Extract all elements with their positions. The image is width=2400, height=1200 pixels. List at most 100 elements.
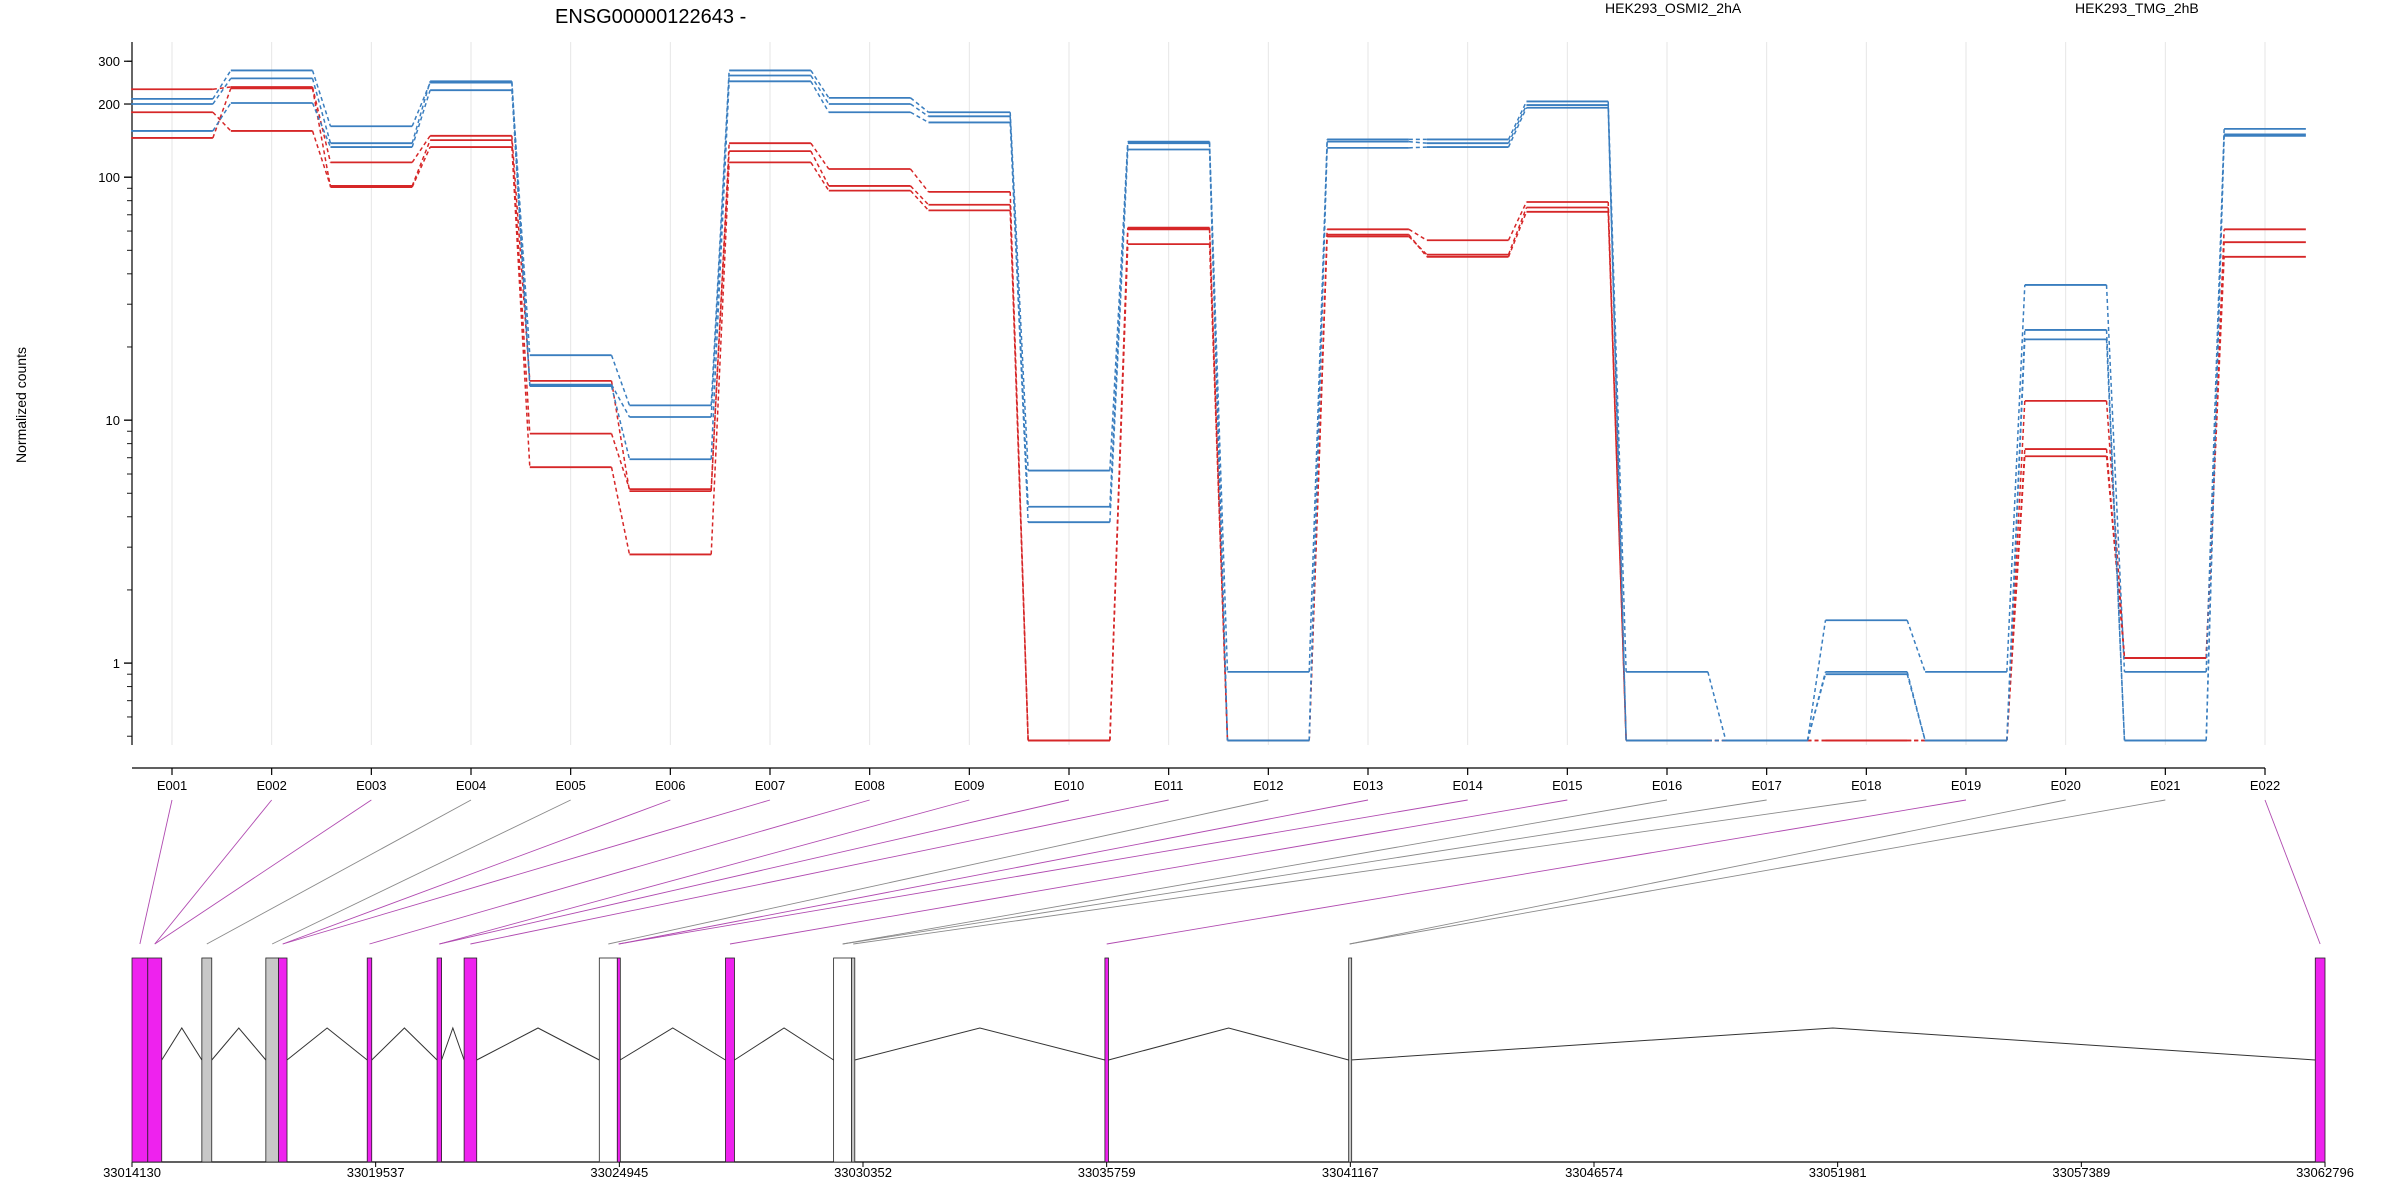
intron-E010 bbox=[619, 1027, 726, 1061]
series-0-link-E013 bbox=[1408, 228, 1428, 241]
series-4-link-E003 bbox=[411, 81, 431, 144]
series-5-link-E018 bbox=[1906, 673, 1926, 741]
y-tick-label-1: 1 bbox=[113, 656, 120, 671]
series-3-HEK293_TMG_2hB bbox=[131, 69, 2306, 742]
chart-title: ENSG00000122643 - bbox=[555, 6, 746, 28]
series-0-link-E003 bbox=[411, 135, 431, 163]
series-4-link-E014 bbox=[1507, 104, 1528, 144]
intron-E013 bbox=[854, 1027, 1106, 1061]
series-2-link-E013 bbox=[1408, 234, 1428, 258]
genomic-tick-label-33019537: 33019537 bbox=[347, 1165, 405, 1180]
series-4-link-E012 bbox=[1308, 141, 1328, 741]
series-layer bbox=[131, 69, 2306, 742]
connector-E015 bbox=[729, 799, 1568, 945]
series-5-link-E021 bbox=[2205, 135, 2225, 741]
connector-E014 bbox=[618, 799, 1468, 945]
genomic-tick-label-33057389: 33057389 bbox=[2052, 1165, 2110, 1180]
series-2-link-E004 bbox=[511, 147, 531, 468]
series-2-link-E020 bbox=[2105, 456, 2126, 658]
series-2-link-E007 bbox=[810, 162, 830, 192]
intron-E006 bbox=[371, 1027, 438, 1061]
connector-E008 bbox=[369, 799, 870, 945]
intron-E015 bbox=[1350, 1027, 2316, 1061]
series-2-link-E009 bbox=[1009, 210, 1029, 741]
axes: E001 E002 E003 E004 E005 E006 E007 E008 E009 E010… bbox=[98, 42, 2280, 793]
intron-E007 bbox=[441, 1026, 465, 1061]
series-3-link-E008 bbox=[910, 97, 929, 113]
connector-E001 bbox=[139, 799, 173, 945]
genomic-tick-label-33030352: 33030352 bbox=[834, 1165, 892, 1180]
genomic-tick-label-33024945: 33024945 bbox=[590, 1165, 648, 1180]
series-2-link-E010 bbox=[1109, 244, 1129, 741]
series-5-link-E010 bbox=[1109, 149, 1129, 523]
y-tick-label-10: 10 bbox=[106, 413, 120, 428]
series-5-HEK293_TMG_2hB bbox=[131, 80, 2306, 742]
series-5-link-E007 bbox=[810, 80, 830, 113]
x-tick-label-E010: E010 bbox=[1054, 778, 1084, 793]
connector-E019 bbox=[1106, 799, 1967, 945]
series-5-link-E014 bbox=[1507, 107, 1528, 148]
connector-E010 bbox=[439, 799, 1070, 945]
series-0-HEK293_OSMI2_2hA bbox=[131, 86, 2306, 742]
exon-box-E002 bbox=[147, 957, 163, 1163]
series-0-link-E014 bbox=[1507, 201, 1528, 241]
x-tick-label-E007: E007 bbox=[755, 778, 785, 793]
series-5-link-E003 bbox=[411, 89, 431, 148]
series-3-link-E018 bbox=[1906, 620, 1926, 673]
exon-box-E012 bbox=[833, 957, 853, 1163]
series-5-link-E015 bbox=[1607, 107, 1627, 741]
intron-E011 bbox=[734, 1027, 834, 1061]
connector-E020 bbox=[1349, 799, 2066, 945]
series-1-link-E001 bbox=[212, 111, 232, 132]
series-2-link-E019 bbox=[2006, 456, 2026, 741]
genomic-tick-label-33046574: 33046574 bbox=[1565, 1165, 1623, 1180]
series-3-link-E007 bbox=[810, 70, 830, 99]
connector-E011 bbox=[470, 799, 1169, 945]
x-tick-label-E016: E016 bbox=[1652, 778, 1682, 793]
genomic-tick-label-33062796: 33062796 bbox=[2296, 1165, 2354, 1180]
series-2-link-E003 bbox=[411, 146, 431, 188]
series-1-link-E002 bbox=[311, 130, 332, 187]
exon-box-E008 bbox=[463, 957, 478, 1163]
series-4-link-E001 bbox=[212, 77, 232, 105]
series-2-link-E012 bbox=[1308, 234, 1328, 741]
connector-E002 bbox=[154, 799, 273, 945]
series-4-link-E007 bbox=[810, 75, 830, 105]
genomic-tick-label-33035759: 33035759 bbox=[1078, 1165, 1136, 1180]
series-2-link-E008 bbox=[909, 190, 930, 211]
connector-E021 bbox=[1349, 799, 2166, 945]
genomic-tick-label-33041167: 33041167 bbox=[1322, 1165, 1379, 1180]
x-tick-label-E014: E014 bbox=[1452, 778, 1482, 793]
series-3-link-E002 bbox=[311, 70, 332, 127]
connector-E003 bbox=[154, 799, 372, 945]
exon-box-E005 bbox=[278, 957, 288, 1163]
genomic-tick-label-33014130: 33014130 bbox=[103, 1165, 161, 1180]
series-0-link-E005 bbox=[610, 380, 631, 492]
series-5-link-E008 bbox=[910, 111, 929, 124]
x-tick-label-E004: E004 bbox=[456, 778, 486, 793]
series-2-link-E005 bbox=[610, 467, 631, 555]
series-3-link-E009 bbox=[1009, 112, 1029, 471]
series-2-link-E006 bbox=[710, 162, 730, 555]
connector-E004 bbox=[206, 799, 472, 945]
exon-box-E001 bbox=[131, 957, 149, 1163]
intron-E002 bbox=[161, 1027, 203, 1061]
series-3-link-E019 bbox=[2006, 284, 2026, 672]
connector-E009 bbox=[439, 799, 970, 945]
connector-E005 bbox=[271, 799, 571, 945]
x-tick-label-E008: E008 bbox=[854, 778, 884, 793]
intron-E014 bbox=[1108, 1027, 1349, 1061]
series-3-link-E020 bbox=[2105, 284, 2126, 672]
exon-box-E009 bbox=[598, 957, 618, 1163]
x-tick-label-E013: E013 bbox=[1353, 778, 1383, 793]
series-5-link-E013 bbox=[1408, 146, 1427, 149]
series-2-HEK293_OSMI2_2hA bbox=[131, 87, 2306, 742]
series-0-link-E007 bbox=[810, 142, 830, 170]
connector-E022 bbox=[2264, 799, 2321, 945]
series-5-link-E005 bbox=[610, 385, 631, 460]
exon-box-E014 bbox=[1104, 957, 1109, 1163]
series-4-link-E013 bbox=[1408, 140, 1427, 144]
series-3-link-E016 bbox=[1707, 671, 1727, 741]
series-5-link-E011 bbox=[1208, 149, 1229, 741]
series-2-link-E001 bbox=[212, 88, 232, 139]
